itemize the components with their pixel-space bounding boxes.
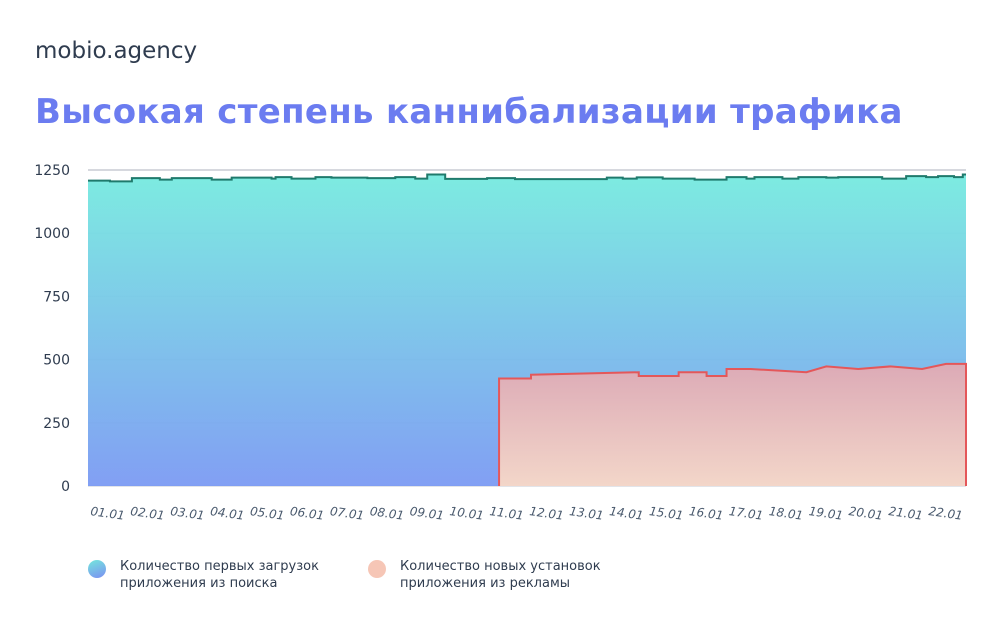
x-axis-ticks: 01.01 02.01 03.01 04.01 05.01 06.01 07.01 08.01…: [90, 504, 964, 523]
legend-item-ads: Количество новых установок приложения из…: [368, 558, 601, 592]
series-line-1: [88, 173, 966, 183]
x-tick-label: 19.01: [808, 504, 844, 523]
x-tick-label: 03.01: [169, 504, 205, 523]
x-tick-label: 07.01: [329, 504, 365, 523]
x-tick-label: 15.01: [648, 504, 684, 523]
legend-swatch-ads: [368, 560, 386, 578]
y-axis-ticks: 0 250 500 750 1000 1250: [34, 163, 70, 495]
x-tick-label: 05.01: [249, 504, 285, 523]
y-tick-label: 1000: [34, 226, 70, 242]
x-tick-label: 02.01: [129, 504, 165, 523]
legend-label-ads: Количество новых установок приложения из…: [400, 558, 601, 592]
legend-label-ads-line2: приложения из рекламы: [400, 576, 571, 591]
x-tick-label: 14.01: [608, 504, 644, 523]
x-tick-label: 21.01: [888, 504, 924, 523]
series-area-2: [499, 363, 966, 486]
y-tick-label: 500: [43, 353, 70, 369]
y-tick-label: 750: [43, 289, 70, 305]
x-tick-label: 10.01: [449, 504, 485, 523]
x-tick-label: 08.01: [369, 504, 405, 523]
y-tick-label: 250: [43, 416, 70, 432]
brand-name: mobio.agency: [35, 38, 198, 64]
legend-label-ads-line1: Количество новых установок: [400, 559, 601, 574]
x-tick-label: 16.01: [688, 504, 724, 523]
x-tick-label: 04.01: [209, 504, 245, 523]
x-tick-label: 12.01: [529, 504, 565, 523]
x-tick-label: 11.01: [489, 504, 525, 523]
legend-swatch-search: [88, 560, 106, 578]
series-group: [88, 173, 967, 486]
y-tick-label: 1250: [34, 163, 70, 179]
x-tick-label: 20.01: [848, 504, 884, 523]
x-tick-label: 17.01: [728, 504, 764, 523]
y-tick-label: 0: [61, 479, 70, 495]
series-line-2: [498, 362, 967, 486]
x-tick-label: 22.01: [928, 504, 964, 523]
x-tick-label: 01.01: [90, 504, 126, 523]
legend-label-search-line2: приложения из поиска: [120, 576, 278, 591]
legend-item-search: Количество первых загрузок приложения из…: [88, 558, 319, 592]
legend-label-search: Количество первых загрузок приложения из…: [120, 558, 319, 592]
x-tick-label: 06.01: [289, 504, 325, 523]
legend-label-search-line1: Количество первых загрузок: [120, 559, 319, 574]
x-tick-label: 09.01: [409, 504, 445, 523]
x-tick-label: 18.01: [768, 504, 804, 523]
chart-title: Высокая степень каннибализации трафика: [35, 92, 903, 132]
x-tick-label: 13.01: [568, 504, 604, 523]
